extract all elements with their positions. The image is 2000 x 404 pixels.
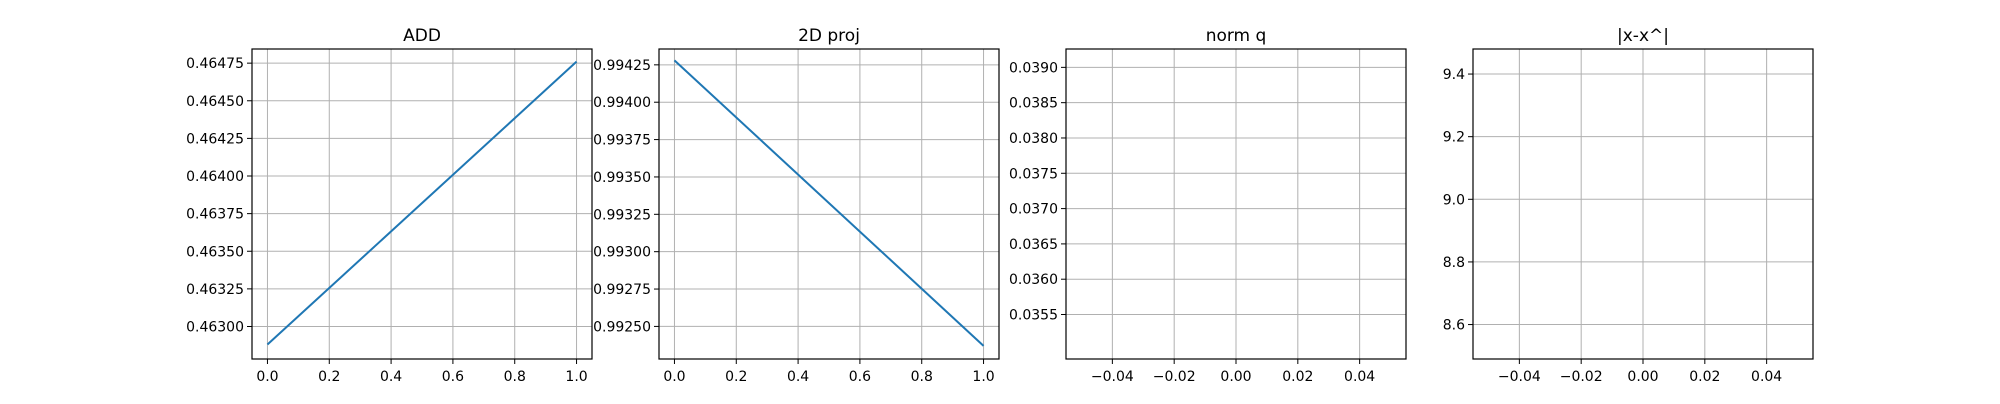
x-tick-label: 0.00: [1220, 369, 1251, 385]
series-group: [266, 60, 578, 346]
y-axis: 0.46300 0.46325 0.46350 0.46375 0.46400 0.464…: [186, 56, 252, 335]
subplot-add: ADD 0.0 0.2 0.4 0.6 0.8 1.00.463000.463250.46…: [186, 26, 593, 385]
y-tick-label: 0.0385: [1009, 96, 1058, 112]
subplot-abs-error: |x-x^| −0.04 −0.02 0.00 0.02 0.04 8.6 8.8 9.0 9.…: [1443, 26, 1814, 385]
gridlines: [659, 49, 999, 359]
x-axis: −0.04 −0.02 0.00 0.02 0.04: [1091, 359, 1375, 385]
gridlines: [1473, 49, 1813, 359]
y-tick-label: 0.99300: [593, 245, 651, 261]
y-tick-label: 8.6: [1443, 318, 1465, 334]
x-tick-label: 1.0: [972, 369, 994, 385]
x-axis: 0.0 0.2 0.4 0.6 0.8 1.0: [256, 359, 588, 385]
x-tick-label: 1.0: [565, 369, 587, 385]
x-tick-label: 0.2: [318, 369, 340, 385]
y-axis: 0.0355 0.0360 0.0365 0.0370 0.0375 0.0380 0.03…: [1009, 60, 1066, 324]
y-tick-label: 0.99400: [593, 95, 651, 111]
plot-frame: [251, 48, 593, 360]
chart-title: ADD: [403, 26, 441, 46]
y-tick-label: 0.99250: [593, 319, 651, 335]
x-tick-label: 0.00: [1627, 369, 1658, 385]
x-tick-label: −0.04: [1091, 369, 1134, 385]
y-tick-label: 9.4: [1443, 67, 1465, 83]
y-tick-label: 9.2: [1443, 130, 1465, 146]
y-tick-label: 0.46400: [186, 169, 244, 185]
x-tick-label: 0.04: [1751, 369, 1782, 385]
y-tick-label: 0.99350: [593, 170, 651, 186]
x-tick-label: 0.8: [504, 369, 526, 385]
x-axis: 0.0 0.2 0.4 0.6 0.8 1.0: [663, 359, 995, 385]
x-tick-label: 0.4: [787, 369, 809, 385]
series-line: [266, 60, 578, 346]
gridlines: [1066, 49, 1406, 359]
chart-title: |x-x^|: [1617, 26, 1669, 46]
y-tick-label: 0.0370: [1009, 202, 1058, 218]
y-tick-label: 0.0380: [1009, 131, 1058, 147]
x-tick-label: 0.02: [1282, 369, 1313, 385]
y-tick-label: 0.46475: [186, 56, 244, 72]
x-tick-label: 0.2: [725, 369, 747, 385]
y-tick-label: 0.99325: [593, 207, 651, 223]
x-tick-label: −0.04: [1498, 369, 1541, 385]
x-tick-label: 0.8: [911, 369, 933, 385]
y-tick-label: 0.46450: [186, 94, 244, 110]
y-tick-label: 0.99425: [593, 58, 651, 74]
x-tick-label: −0.02: [1153, 369, 1196, 385]
x-tick-label: 0.4: [380, 369, 402, 385]
chart-title: norm q: [1206, 26, 1267, 46]
y-axis: 0.99250 0.99275 0.99300 0.99325 0.99350 0.993…: [593, 58, 659, 335]
x-tick-label: −0.02: [1560, 369, 1603, 385]
x-tick-label: 0.6: [442, 369, 464, 385]
y-tick-label: 0.99375: [593, 133, 651, 149]
series-line: [673, 59, 985, 347]
y-tick-label: 0.46425: [186, 131, 244, 147]
x-axis: −0.04 −0.02 0.00 0.02 0.04: [1498, 359, 1782, 385]
x-tick-label: 0.02: [1689, 369, 1720, 385]
plot-frame: [658, 48, 1000, 360]
subplot-norm-q: norm q −0.04 −0.02 0.00 0.02 0.04 0.0355 0.036…: [1009, 26, 1407, 385]
chart-title: 2D proj: [798, 26, 860, 46]
x-tick-label: 0.6: [849, 369, 871, 385]
y-tick-label: 0.0390: [1009, 60, 1058, 76]
y-tick-label: 0.0365: [1009, 237, 1058, 253]
y-tick-label: 0.0355: [1009, 308, 1058, 324]
y-tick-label: 0.99275: [593, 282, 651, 298]
series-group: [673, 59, 985, 347]
x-tick-label: 0.0: [256, 369, 278, 385]
y-tick-label: 0.46375: [186, 207, 244, 223]
subplot-2d-proj: 2D proj 0.0 0.2 0.4 0.6 0.8 1.0 0.99250 0.99275…: [593, 26, 1000, 385]
y-tick-label: 0.0360: [1009, 272, 1058, 288]
y-tick-label: 0.46325: [186, 282, 244, 298]
y-tick-label: 0.0375: [1009, 166, 1058, 182]
y-tick-label: 0.46300: [186, 319, 244, 335]
y-axis: 8.6 8.8 9.0 9.2 9.4: [1443, 67, 1473, 334]
x-tick-label: 0.04: [1344, 369, 1375, 385]
y-tick-label: 9.0: [1443, 192, 1465, 208]
y-tick-label: 0.46350: [186, 244, 244, 260]
y-tick-label: 8.8: [1443, 255, 1465, 271]
gridlines: [252, 49, 592, 359]
x-tick-label: 0.0: [663, 369, 685, 385]
